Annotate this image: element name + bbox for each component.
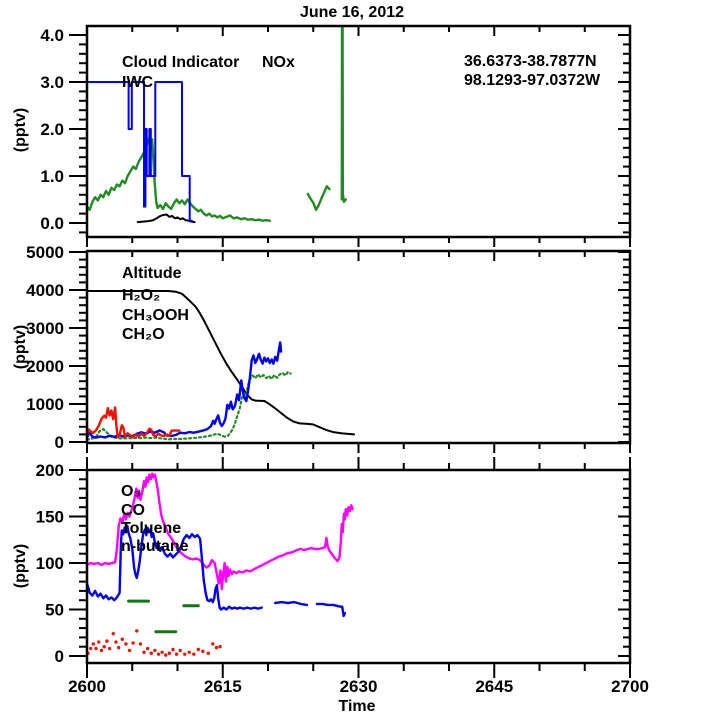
series-toluene-dot <box>192 652 196 656</box>
y-tick-label: 4.0 <box>40 26 64 45</box>
y-tick-label: 100 <box>36 554 64 573</box>
series-toluene-dot <box>167 651 172 655</box>
series-nox <box>306 185 331 212</box>
panel-frame <box>85 468 632 665</box>
y-tick-label: 4000 <box>26 281 64 300</box>
series-o3 <box>274 600 309 607</box>
y-tick-label: 1.0 <box>40 167 64 186</box>
series-toluene-dot <box>131 641 135 645</box>
legend-cloud-indicator: Cloud Indicator <box>122 54 239 71</box>
y-tick-label: 50 <box>45 601 64 620</box>
series-toluene-dot <box>88 646 93 651</box>
y-tick-label: 0 <box>55 647 64 666</box>
chart-render-root: 0.0 1.0 2.0 3.0 4.0 Cloud Indicator IWC NOx 0 100… <box>26 24 649 696</box>
legend-co: CO <box>121 502 145 519</box>
series-altitude <box>87 290 355 436</box>
panel3-y-axis-title: (pptv) <box>12 544 29 588</box>
series-toluene-dot <box>164 653 168 657</box>
panel-3: 0 50 100 150 200 2600 2615 2630 2645 2700 O₃ COTolu… <box>36 457 649 696</box>
series-toluene-dot <box>97 640 101 644</box>
series-toluene-dot <box>145 646 150 651</box>
series-toluene-dot <box>120 637 124 641</box>
series-ch3ooh <box>87 371 292 441</box>
series-group <box>87 472 354 657</box>
y-tick-label: 2.0 <box>40 120 64 139</box>
panel-1: 0.0 1.0 2.0 3.0 4.0 Cloud Indicator IWC NOx <box>40 24 632 247</box>
y-tick-label: 150 <box>36 508 64 527</box>
panel2-y-axis-title: (pptv) <box>12 325 29 369</box>
y-tick-label: 1000 <box>26 395 64 414</box>
legend-o-: O₃ <box>121 483 141 500</box>
panel-2: 0 1000 2000 3000 4000 5000 Altitude H₂O₂ CH₃OOH C… <box>26 243 632 453</box>
x-tick-label: 2645 <box>475 677 513 696</box>
legend-ch-ooh: CH₃OOH <box>122 307 189 324</box>
series-toluene-dot <box>114 640 118 644</box>
y-tick-label: 200 <box>36 461 64 480</box>
series-toluene-dot <box>211 642 215 646</box>
series-toluene-dot <box>107 646 112 651</box>
series-o3 <box>87 524 263 611</box>
panel1-y-axis-title: (pptv) <box>12 108 29 152</box>
series-toluene-dot <box>201 649 205 654</box>
series-nox <box>340 26 347 204</box>
series-toluene-dot <box>160 650 164 654</box>
series-toluene-dot <box>138 642 143 646</box>
series-toluene-dot <box>174 652 179 656</box>
series-toluene-dot <box>196 647 201 652</box>
chart-title: June 16, 2012 <box>300 4 404 21</box>
series-toluene-dot <box>105 639 109 643</box>
latitude-annotation: 36.6373-38.7877N <box>464 53 597 70</box>
x-tick-label: 2700 <box>611 677 649 696</box>
series-toluene-dot <box>116 645 121 650</box>
legend-ch-o: CH₂O <box>122 326 165 343</box>
series-toluene-dot <box>153 648 157 653</box>
series-group <box>87 290 355 441</box>
series-o3 <box>315 602 347 618</box>
series-toluene-dot <box>171 647 175 652</box>
legend-altitude: Altitude <box>122 265 182 282</box>
series-toluene-dot <box>214 645 219 650</box>
series-nox <box>87 136 271 222</box>
series-toluene-dot <box>206 651 210 655</box>
legend-nox: NOx <box>262 54 295 71</box>
legend-h-o-: H₂O₂ <box>122 287 160 304</box>
x-tick-label: 2600 <box>68 677 106 696</box>
series-cloud-indicator <box>87 81 193 222</box>
series-toluene-dot <box>187 650 191 654</box>
longitude-annotation: 98.1293-97.0372W <box>464 72 601 89</box>
y-tick-label: 0 <box>55 433 64 452</box>
series-toluene-dot <box>135 629 139 633</box>
x-tick-label: 2630 <box>340 677 378 696</box>
y-tick-label: 3000 <box>26 319 64 338</box>
series-toluene-dot <box>218 645 222 649</box>
series-toluene-dot <box>127 648 132 653</box>
series-toluene-dot <box>102 645 106 649</box>
series-toluene-dot <box>94 646 98 651</box>
series-ch2o <box>87 406 181 439</box>
series-toluene-dot <box>156 652 161 656</box>
series-toluene-dot <box>91 642 96 646</box>
series-toluene-dot <box>142 650 146 654</box>
y-tick-label: 0.0 <box>40 214 64 233</box>
series-toluene-dot <box>99 648 104 653</box>
series-toluene-dot <box>149 651 153 655</box>
x-tick-label: 2615 <box>204 677 242 696</box>
y-tick-label: 3.0 <box>40 73 64 92</box>
series-co <box>87 472 354 591</box>
series-toluene-dot <box>124 642 128 646</box>
legend-n-butane: n-butane <box>121 538 189 555</box>
series-toluene-dot <box>178 648 182 653</box>
legend-iwc: IWC <box>122 74 154 91</box>
series-toluene-dot <box>111 631 115 636</box>
x-axis-title: Time <box>338 698 375 715</box>
y-tick-label: 5000 <box>26 243 64 262</box>
y-tick-label: 2000 <box>26 357 64 376</box>
series-group <box>87 26 347 224</box>
legend-toluene: Toluene <box>121 520 181 537</box>
series-toluene-dot <box>183 652 187 656</box>
series-iwc <box>136 213 196 224</box>
